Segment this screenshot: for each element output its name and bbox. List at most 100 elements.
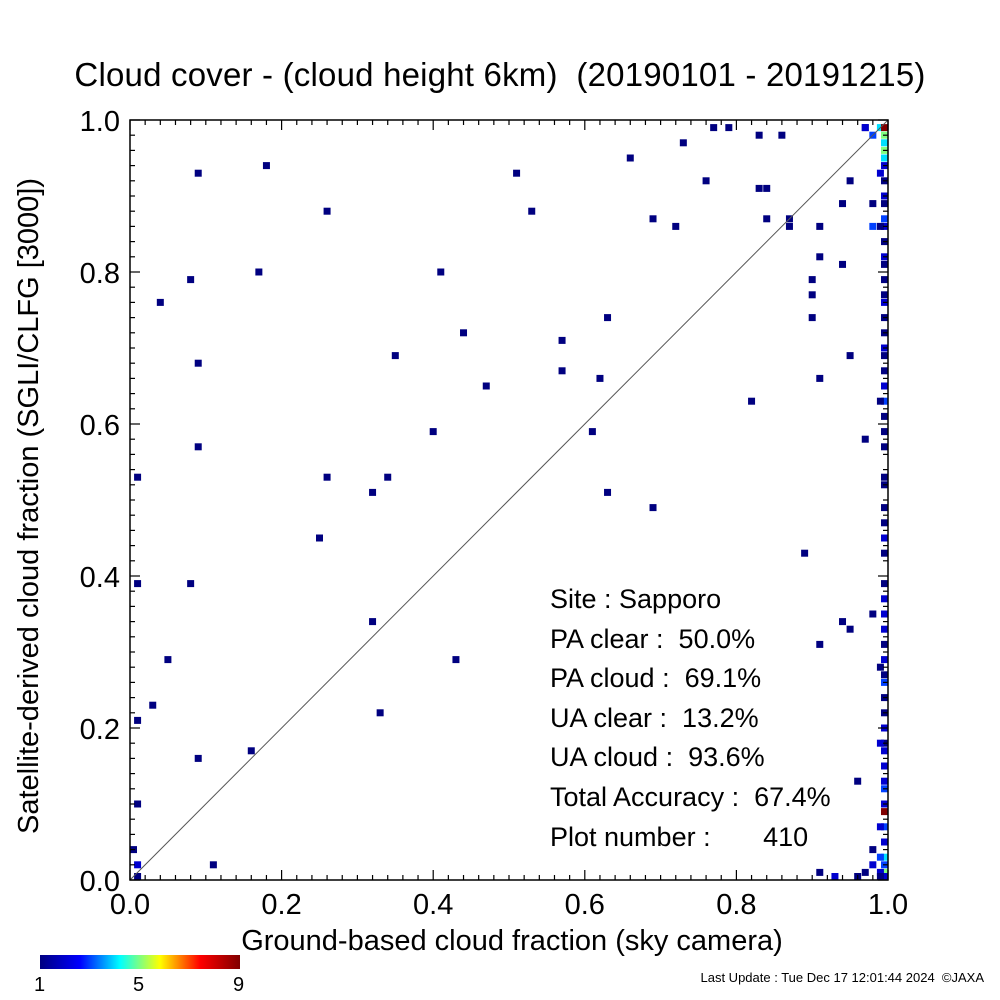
x-tick-label: 0.2	[261, 889, 301, 921]
data-point-38	[596, 374, 604, 382]
data-point-58	[808, 276, 816, 284]
data-point-48	[725, 124, 733, 132]
data-point-42	[649, 215, 657, 223]
colorbar-tick-min: 1	[34, 974, 46, 996]
one-to-one-line	[129, 119, 889, 881]
data-point-145	[876, 397, 884, 405]
data-point-132	[881, 762, 888, 770]
data-point-21	[323, 207, 331, 215]
data-point-139	[881, 853, 888, 861]
data-point-59	[808, 291, 816, 299]
data-point-75	[861, 435, 869, 443]
axis-ticks: 0.0 0.2 0.4 0.6 0.8 1.0 0.0 0.2 0.4 0.6 0.8 1.0	[80, 106, 908, 921]
data-point-15	[194, 754, 202, 762]
data-point-138	[881, 838, 888, 846]
data-point-147	[876, 739, 884, 747]
data-point-64	[816, 640, 824, 648]
y-tick-label: 1.0	[80, 106, 120, 138]
data-point-95	[881, 215, 888, 223]
data-point-17	[247, 747, 255, 755]
data-point-65	[816, 868, 824, 876]
data-point-2	[134, 716, 142, 724]
data-point-30	[452, 656, 460, 664]
y-tick-label: 0.0	[80, 866, 120, 898]
data-point-70	[846, 625, 854, 633]
data-point-6	[134, 873, 142, 880]
data-point-16	[209, 861, 217, 869]
stat-pa-clear: PA clear : 50.0%	[550, 623, 756, 654]
data-point-101	[881, 291, 888, 299]
data-point-22	[323, 473, 331, 481]
data-point-12	[194, 169, 202, 177]
data-point-146	[876, 663, 884, 671]
data-point-108	[881, 382, 888, 390]
data-point-29	[437, 268, 445, 276]
data-point-110	[881, 412, 888, 420]
data-point-40	[604, 488, 612, 496]
data-point-133	[881, 777, 888, 785]
y-axis-label: Satellite-derived cloud fraction (SGLI/C…	[13, 178, 45, 834]
data-point-50	[755, 184, 763, 192]
data-point-14	[194, 443, 202, 451]
data-point-63	[816, 374, 824, 382]
data-point-66	[831, 873, 839, 880]
data-point-77	[869, 200, 877, 208]
data-point-112	[881, 443, 888, 451]
stat-ua-cloud: UA cloud : 93.6%	[550, 742, 765, 773]
data-point-115	[881, 504, 888, 512]
data-point-123	[881, 640, 888, 648]
data-point-94	[881, 200, 888, 208]
data-point-44	[672, 222, 680, 230]
data-point-81	[869, 861, 877, 869]
data-point-83	[861, 124, 869, 132]
x-tick-label: 1.0	[868, 889, 908, 921]
data-point-119	[881, 580, 888, 588]
colorbar-tick-mid: 5	[133, 974, 145, 996]
y-tick-label: 0.8	[80, 258, 120, 290]
data-point-19	[262, 162, 270, 170]
data-point-8	[164, 656, 172, 664]
data-point-9	[156, 298, 164, 306]
data-point-5	[134, 861, 142, 869]
stat-plot-number: Plot number : 410	[550, 821, 809, 852]
data-point-99	[881, 260, 888, 268]
data-point-113	[881, 473, 888, 481]
data-point-54	[778, 131, 786, 139]
stat-site: Site : Sapporo	[550, 584, 722, 614]
data-point-151	[876, 873, 884, 880]
data-point-121	[881, 610, 888, 618]
x-axis-label: Ground-based cloud fraction (sky camera)	[241, 925, 783, 957]
colorbar-tick-max: 9	[233, 974, 245, 996]
data-point-122	[881, 625, 888, 633]
data-point-73	[854, 777, 862, 785]
data-point-0	[134, 473, 142, 481]
stat-pa-cloud: PA cloud : 69.1%	[550, 663, 762, 694]
data-point-141	[881, 868, 888, 876]
data-point-100	[881, 276, 888, 284]
colorbar	[40, 955, 240, 969]
data-point-28	[429, 428, 437, 436]
data-point-20	[316, 534, 323, 542]
data-point-33	[513, 169, 521, 177]
data-point-60	[808, 314, 816, 322]
data-point-69	[839, 618, 847, 626]
data-point-109	[881, 397, 888, 405]
data-marks	[130, 124, 888, 880]
data-point-117	[881, 534, 888, 542]
stat-total-accuracy: Total Accuracy : 67.4%	[550, 781, 831, 812]
data-point-18	[255, 268, 263, 276]
stat-ua-clear: UA clear : 13.2%	[550, 702, 759, 733]
data-point-53	[755, 131, 763, 139]
data-point-86	[881, 124, 888, 132]
data-point-3	[134, 800, 142, 808]
x-tick-label: 0.0	[110, 889, 150, 921]
x-tick-label: 0.4	[413, 889, 453, 921]
data-point-11	[187, 580, 195, 588]
data-point-41	[626, 154, 634, 162]
data-point-23	[369, 488, 377, 496]
data-point-131	[881, 747, 888, 755]
x-tick-label: 0.8	[716, 889, 756, 921]
data-point-55	[785, 222, 793, 230]
data-point-72	[846, 177, 854, 185]
